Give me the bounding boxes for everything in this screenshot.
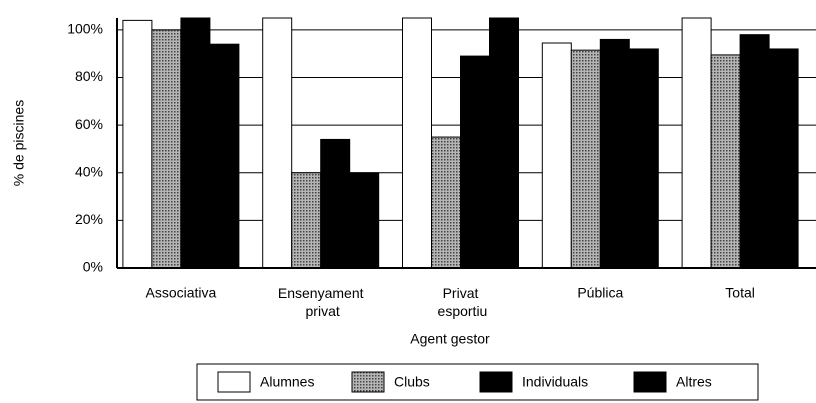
x-tick-label: Ensenyament privat — [278, 285, 364, 319]
bar — [431, 136, 461, 269]
legend-label: Altres — [676, 374, 712, 390]
legend-swatch — [479, 371, 513, 393]
y-tick-label: 60% — [75, 116, 103, 132]
legend-label: Alumnes — [260, 374, 314, 390]
x-tick-label: Total — [725, 285, 755, 301]
x-tick-label: Associativa — [145, 285, 216, 301]
bar — [320, 138, 351, 269]
bar — [628, 48, 659, 269]
x-tick-label: Privat esportiu — [434, 285, 488, 319]
bar — [570, 49, 601, 269]
y-tick-label: 80% — [75, 68, 103, 84]
bar — [460, 55, 490, 269]
x-tick-label: Pública — [577, 285, 623, 301]
bar — [739, 34, 770, 269]
bar — [599, 38, 630, 269]
bar — [151, 29, 182, 269]
y-tick-label: 0% — [83, 259, 103, 275]
bar — [262, 17, 293, 269]
legend-label: Individuals — [522, 374, 588, 390]
bar — [291, 172, 322, 269]
y-axis-title: % de piscines — [11, 100, 27, 186]
y-tick-label: 40% — [75, 163, 103, 179]
legend-box — [196, 363, 759, 401]
bar — [209, 43, 240, 269]
legend-label: Clubs — [394, 374, 430, 390]
x-axis-title: Agent gestor — [410, 331, 490, 347]
bar — [710, 54, 741, 269]
bar — [681, 17, 712, 269]
y-tick-label: 20% — [75, 211, 103, 227]
y-tick-label: 100% — [67, 21, 103, 37]
bar — [768, 48, 799, 269]
legend-swatch — [351, 371, 385, 393]
bar — [541, 42, 572, 269]
bar — [489, 17, 519, 269]
bar — [180, 17, 211, 269]
bar — [402, 17, 432, 269]
legend-swatch — [633, 371, 667, 393]
bar — [349, 172, 380, 269]
legend-swatch — [217, 371, 251, 393]
bar — [122, 19, 153, 269]
